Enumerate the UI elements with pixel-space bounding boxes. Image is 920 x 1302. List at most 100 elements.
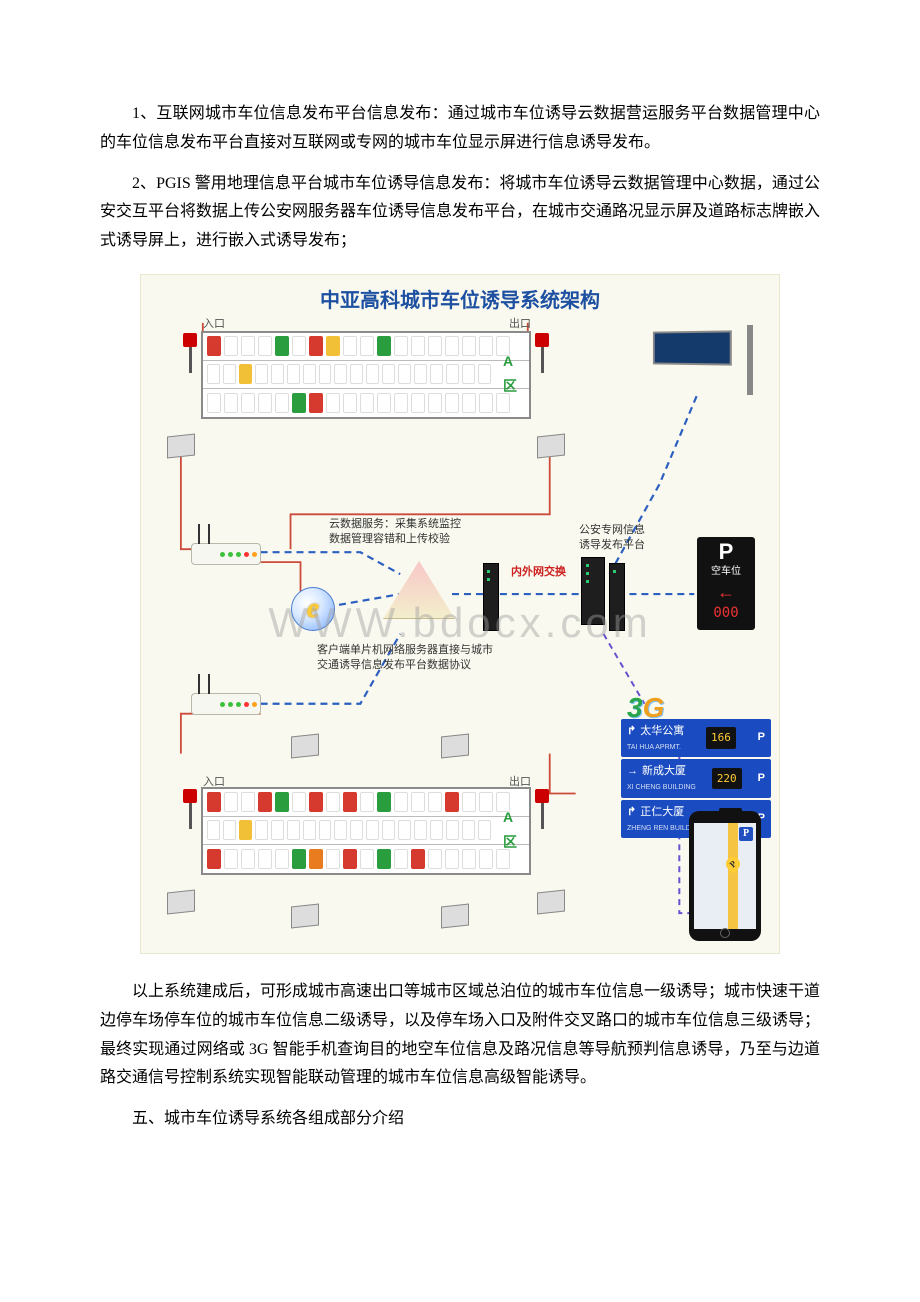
system-architecture-diagram: 中亚高科城市车位诱导系统架构 入口 出口 — [140, 274, 780, 954]
car-slot — [319, 820, 332, 840]
car-slot — [360, 792, 374, 812]
car-slot — [207, 336, 221, 356]
pole-icon — [183, 789, 197, 829]
computer-icon — [291, 904, 319, 929]
car-slot — [334, 820, 347, 840]
paragraph-3: 以上系统建成后，可形成城市高速出口等城市区域总泊位的城市车位信息一级诱导；城市快… — [100, 978, 820, 1093]
car-slot — [394, 336, 408, 356]
lot-row — [203, 789, 529, 817]
car-slot — [207, 820, 220, 840]
car-slot — [428, 393, 442, 413]
car-slot — [430, 364, 443, 384]
sign-count: 220 — [712, 768, 742, 790]
car-slot — [462, 820, 475, 840]
car-slot — [414, 364, 427, 384]
car-slot — [255, 364, 268, 384]
computer-icon — [441, 734, 469, 759]
car-slot — [292, 336, 306, 356]
sign-destination: ↱太华公寓TAI HUA APRMT. — [627, 722, 684, 754]
car-slot — [319, 364, 332, 384]
car-slot — [224, 849, 238, 869]
car-slot — [462, 364, 475, 384]
car-slot — [428, 792, 442, 812]
gantry-sign-icon — [641, 325, 771, 395]
car-slot — [479, 792, 493, 812]
car-slot — [224, 393, 238, 413]
car-slot — [292, 393, 306, 413]
car-slot — [258, 792, 272, 812]
car-slot — [292, 849, 306, 869]
car-slot — [446, 364, 459, 384]
car-slot — [398, 820, 411, 840]
car-slot — [241, 849, 255, 869]
parking-lot-bottom: A区 — [201, 787, 531, 875]
car-slot — [224, 792, 238, 812]
sign-p-icon: P — [758, 769, 765, 789]
computer-icon — [537, 890, 565, 915]
car-slot — [360, 393, 374, 413]
car-slot — [343, 336, 357, 356]
sign-row: ↱太华公寓TAI HUA APRMT.166P — [621, 719, 771, 757]
car-slot — [445, 849, 459, 869]
pole-icon — [535, 789, 549, 829]
car-slot — [303, 820, 316, 840]
map-pin-icon: P — [723, 854, 743, 874]
car-slot — [326, 393, 340, 413]
parking-p-sign: P 空车位 ← 000 — [697, 537, 755, 630]
pole-icon — [183, 333, 197, 373]
car-slot — [207, 792, 221, 812]
car-slot — [343, 849, 357, 869]
car-slot — [258, 336, 272, 356]
car-slot — [478, 820, 491, 840]
car-slot — [411, 849, 425, 869]
p-sign-label: 空车位 — [699, 563, 753, 581]
car-slot — [360, 336, 374, 356]
car-slot — [224, 336, 238, 356]
car-slot — [366, 820, 379, 840]
car-slot — [478, 364, 491, 384]
car-slot — [287, 364, 300, 384]
car-slot — [275, 792, 289, 812]
lot-row — [203, 333, 529, 361]
car-slot — [377, 792, 391, 812]
watermark-text: WWW.bdocx.com — [141, 585, 779, 661]
pole-icon — [535, 333, 549, 373]
car-slot — [462, 849, 476, 869]
car-slot — [343, 792, 357, 812]
router-icon — [191, 543, 261, 565]
car-slot — [394, 849, 408, 869]
car-slot — [382, 364, 395, 384]
car-slot — [496, 849, 510, 869]
paragraph-4: 五、城市车位诱导系统各组成部分介绍 — [100, 1105, 820, 1134]
car-slot — [241, 393, 255, 413]
p-sign-arrow-icon: ← — [699, 583, 753, 601]
car-slot — [241, 336, 255, 356]
car-slot — [275, 849, 289, 869]
car-slot — [430, 820, 443, 840]
car-slot — [445, 393, 459, 413]
computer-icon — [537, 434, 565, 459]
diagram-title: 中亚高科城市车位诱导系统架构 — [141, 283, 779, 319]
paragraph-2: 2、PGIS 警用地理信息平台城市车位诱导信息发布：将城市车位诱导云数据管理中心… — [100, 170, 820, 256]
car-slot — [428, 336, 442, 356]
car-slot — [462, 336, 476, 356]
car-slot — [398, 364, 411, 384]
sign-count: 166 — [706, 727, 736, 749]
car-slot — [207, 364, 220, 384]
sign-row: →新成大厦XI CHENG BUILDING220P — [621, 759, 771, 797]
car-slot — [366, 364, 379, 384]
car-slot — [360, 849, 374, 869]
car-slot — [446, 820, 459, 840]
computer-icon — [167, 890, 195, 915]
car-slot — [394, 393, 408, 413]
car-slot — [377, 849, 391, 869]
car-slot — [326, 336, 340, 356]
car-slot — [275, 393, 289, 413]
car-slot — [309, 792, 323, 812]
car-slot — [255, 820, 268, 840]
car-slot — [258, 393, 272, 413]
car-slot — [479, 336, 493, 356]
car-slot — [334, 364, 347, 384]
car-slot — [350, 820, 363, 840]
police-platform-label: 公安专网信息 诱导发布平台 — [579, 523, 645, 553]
